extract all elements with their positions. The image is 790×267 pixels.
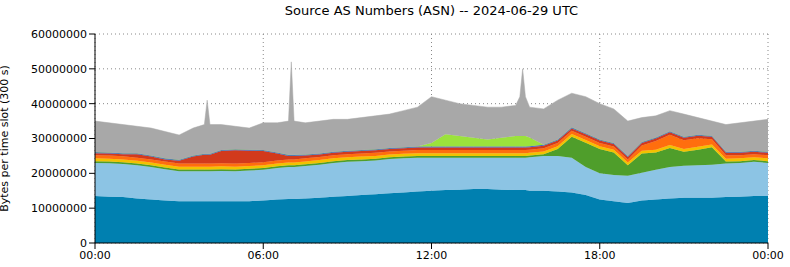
svg-text:40000000: 40000000 xyxy=(31,98,87,111)
svg-text:30000000: 30000000 xyxy=(31,132,87,145)
svg-text:00:00: 00:00 xyxy=(79,249,111,262)
svg-text:20000000: 20000000 xyxy=(31,167,87,180)
svg-text:60000000: 60000000 xyxy=(31,28,87,41)
svg-text:06:00: 06:00 xyxy=(247,249,279,262)
svg-text:0: 0 xyxy=(80,237,87,250)
svg-text:10000000: 10000000 xyxy=(31,202,87,215)
svg-text:Bytes per time slot (300 s): Bytes per time slot (300 s) xyxy=(8,65,11,212)
svg-text:00:00: 00:00 xyxy=(752,249,782,262)
svg-text:18:00: 18:00 xyxy=(584,249,616,262)
svg-text:12:00: 12:00 xyxy=(416,249,448,262)
svg-text:50000000: 50000000 xyxy=(31,63,87,76)
html-text:Source AS Numbers (ASN) -- 202: Source AS Numbers (ASN) -- 2024-06-29 UT… xyxy=(284,3,579,18)
